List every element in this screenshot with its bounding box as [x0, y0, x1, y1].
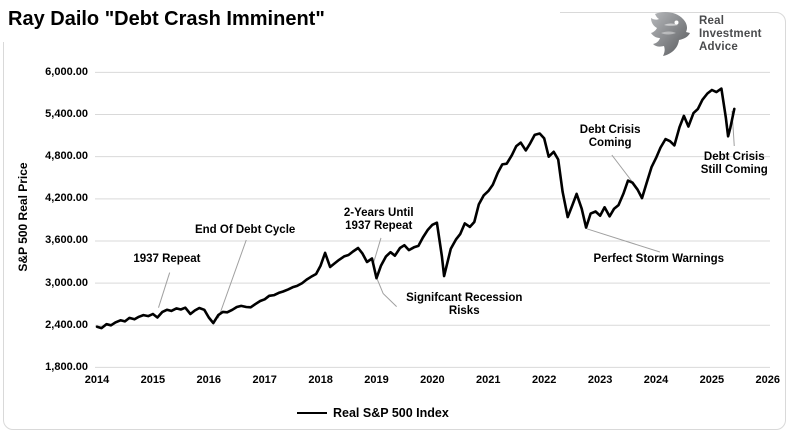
y-tick-label: 3,000.00 — [45, 276, 88, 289]
annotation-label: End Of Debt Cycle — [194, 223, 296, 236]
x-tick-label: 2026 — [755, 374, 781, 386]
x-tick-label: 2019 — [364, 374, 389, 386]
annotation-label: Signifcant Recession Risks — [406, 291, 523, 318]
x-tick-label: 2018 — [308, 374, 333, 386]
annotation-leader-line — [376, 277, 397, 308]
x-tick-label: 2017 — [252, 374, 277, 386]
annotation-leader-line — [158, 272, 171, 308]
logo-text-line3: Advice — [699, 40, 738, 53]
legend-label: Real S&P 500 Index — [333, 406, 449, 420]
annotation-label: 1937 Repeat — [133, 252, 201, 265]
legend: Real S&P 500 Index — [297, 406, 449, 420]
legend-line-swatch — [297, 412, 327, 414]
x-tick-label: 2024 — [643, 374, 669, 386]
y-tick-label: 5,400.00 — [45, 108, 88, 121]
x-tick-label: 2020 — [420, 374, 445, 386]
y-tick-label: 4,800.00 — [45, 150, 88, 163]
annotation-label: Perfect Storm Warnings — [593, 252, 725, 265]
y-tick-label: 4,200.00 — [45, 192, 88, 205]
y-tick-label: 6,000.00 — [45, 65, 88, 78]
annotation-label: Debt Crisis Still Coming — [700, 150, 768, 177]
x-tick-label: 2022 — [531, 374, 557, 386]
eagle-icon — [651, 11, 690, 57]
x-tick-label: 2021 — [476, 374, 501, 386]
ria-logo: Real Investment Advice — [648, 11, 762, 57]
x-tick-label: 2023 — [587, 374, 613, 386]
annotation-leader-line — [587, 228, 661, 253]
chart-title: Ray Dailo "Debt Crash Imminent" — [8, 8, 325, 30]
logo-text-line1: Real — [699, 14, 725, 27]
x-tick-label: 2015 — [140, 374, 166, 386]
x-tick-label: 2025 — [699, 374, 725, 386]
y-tick-label: 2,400.00 — [45, 318, 88, 331]
title-block: Ray Dailo "Debt Crash Imminent" — [0, 0, 560, 42]
y-tick-label: 1,800.00 — [45, 360, 88, 373]
annotation-label: 2-Years Until 1937 Repeat — [343, 206, 414, 233]
logo-text: Real Investment Advice — [699, 15, 762, 54]
annotation-leader-line — [372, 237, 382, 265]
logo-text-line2: Investment — [699, 27, 762, 40]
annotation-leader-line — [217, 239, 247, 319]
x-tick-label: 2016 — [196, 374, 222, 386]
sp500-real-price-line — [95, 87, 736, 330]
x-tick-label: 2014 — [84, 374, 110, 386]
y-tick-label: 3,600.00 — [45, 234, 88, 247]
annotation-label: Debt Crisis Coming — [579, 123, 641, 150]
